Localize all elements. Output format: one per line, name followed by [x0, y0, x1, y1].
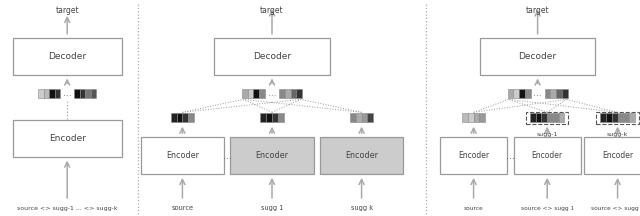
- Bar: [91, 89, 96, 98]
- Bar: [230, 137, 314, 174]
- Bar: [177, 113, 182, 122]
- Text: Encoder: Encoder: [458, 151, 489, 160]
- Text: ...: ...: [533, 89, 542, 98]
- Bar: [480, 38, 595, 75]
- Bar: [547, 113, 553, 122]
- Bar: [214, 38, 330, 75]
- Bar: [550, 89, 556, 98]
- Text: sugg-k: sugg-k: [607, 132, 628, 137]
- Bar: [272, 113, 278, 122]
- Text: target: target: [526, 6, 549, 16]
- Bar: [291, 89, 296, 98]
- Text: ...: ...: [63, 89, 72, 98]
- Bar: [350, 113, 356, 122]
- Text: Encoder: Encoder: [255, 151, 289, 160]
- Bar: [606, 113, 612, 122]
- Bar: [85, 89, 91, 98]
- Bar: [49, 89, 55, 98]
- Bar: [367, 113, 373, 122]
- Bar: [468, 113, 474, 122]
- Bar: [356, 113, 362, 122]
- Bar: [584, 137, 640, 174]
- Bar: [171, 113, 177, 122]
- Text: Encoder: Encoder: [345, 151, 378, 160]
- Text: sugg 1: sugg 1: [261, 205, 283, 211]
- Bar: [188, 113, 194, 122]
- Bar: [242, 89, 248, 98]
- Bar: [74, 89, 80, 98]
- Bar: [279, 89, 285, 98]
- Bar: [260, 113, 266, 122]
- Bar: [508, 89, 513, 98]
- Text: target: target: [56, 6, 79, 16]
- Text: sugg-1: sugg-1: [536, 132, 558, 137]
- Bar: [285, 89, 291, 98]
- Text: ...: ...: [268, 89, 276, 98]
- Bar: [526, 112, 568, 124]
- Bar: [296, 89, 302, 98]
- Bar: [259, 89, 265, 98]
- Bar: [440, 137, 507, 174]
- Bar: [253, 89, 259, 98]
- Bar: [596, 112, 639, 124]
- Bar: [629, 113, 635, 122]
- Bar: [513, 89, 519, 98]
- Bar: [545, 89, 550, 98]
- Bar: [13, 38, 122, 75]
- Text: source: source: [172, 205, 193, 211]
- Bar: [266, 113, 272, 122]
- Bar: [182, 113, 188, 122]
- Bar: [80, 89, 85, 98]
- Bar: [141, 137, 224, 174]
- Bar: [525, 89, 531, 98]
- Bar: [530, 113, 536, 122]
- Text: ...: ...: [506, 151, 515, 160]
- Text: Encoder: Encoder: [166, 151, 199, 160]
- Bar: [362, 113, 367, 122]
- Text: Decoder: Decoder: [253, 52, 291, 61]
- Text: sugg k: sugg k: [351, 205, 372, 211]
- Bar: [55, 89, 60, 98]
- Text: source: source: [464, 206, 483, 211]
- Text: Decoder: Decoder: [518, 52, 557, 61]
- Text: ...: ...: [223, 151, 232, 160]
- Text: target: target: [260, 6, 284, 16]
- Bar: [462, 113, 468, 122]
- Bar: [320, 137, 403, 174]
- Bar: [13, 120, 122, 157]
- Bar: [559, 113, 564, 122]
- Bar: [556, 89, 562, 98]
- Bar: [474, 113, 479, 122]
- Text: source <> sugg-1 ... <> sugg-k: source <> sugg-1 ... <> sugg-k: [17, 206, 118, 211]
- Text: Encoder: Encoder: [532, 151, 563, 160]
- Bar: [514, 137, 581, 174]
- Bar: [553, 113, 559, 122]
- Text: Encoder: Encoder: [602, 151, 633, 160]
- Bar: [536, 113, 541, 122]
- Text: source <> sugg 1: source <> sugg 1: [520, 206, 574, 211]
- Bar: [562, 89, 568, 98]
- Bar: [623, 113, 629, 122]
- Text: Encoder: Encoder: [49, 134, 86, 143]
- Bar: [519, 89, 525, 98]
- Text: Decoder: Decoder: [48, 52, 86, 61]
- Bar: [44, 89, 49, 98]
- Bar: [612, 113, 618, 122]
- Bar: [479, 113, 485, 122]
- Bar: [278, 113, 284, 122]
- Bar: [600, 113, 606, 122]
- Bar: [618, 113, 623, 122]
- Bar: [248, 89, 253, 98]
- Bar: [541, 113, 547, 122]
- Bar: [38, 89, 44, 98]
- Text: source <> sugg k: source <> sugg k: [591, 206, 640, 211]
